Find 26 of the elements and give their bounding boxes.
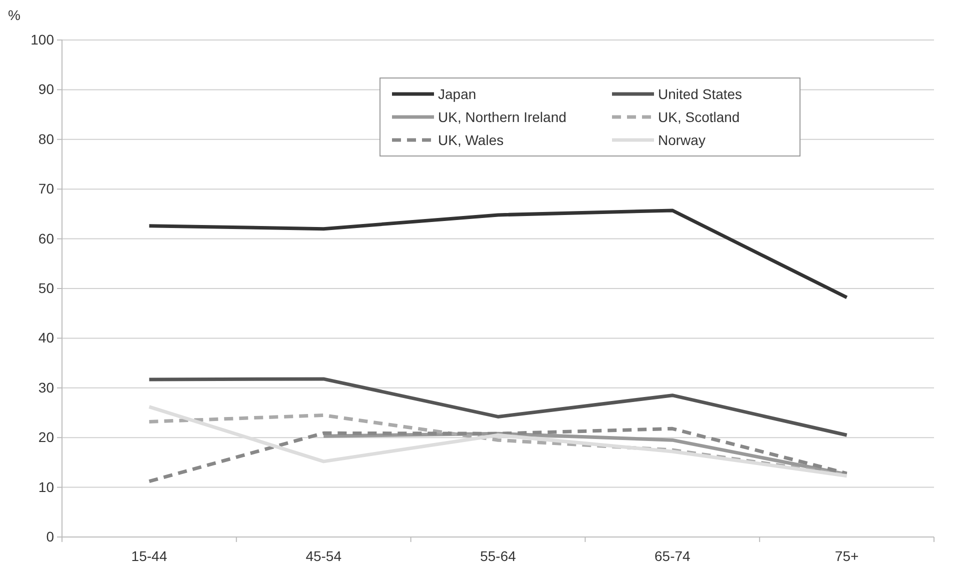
line-series [147, 208, 849, 300]
x-tick-label: 15-44 [131, 548, 168, 564]
y-axis-title: % [8, 7, 20, 23]
line-series [147, 426, 849, 484]
y-tick-label: 50 [38, 280, 54, 296]
y-tick-label: 0 [46, 528, 54, 544]
y-tick-label: 30 [38, 379, 54, 396]
x-tick-label: 75+ [834, 548, 859, 564]
legend-label: Norway [658, 132, 706, 148]
y-tick-label: 90 [38, 81, 54, 98]
legend-label: UK, Scotland [658, 109, 740, 125]
x-tick-label: 65-74 [654, 548, 691, 564]
y-tick-label: 20 [38, 429, 54, 446]
legend-label: UK, Northern Ireland [438, 109, 566, 125]
legend-label: United States [658, 86, 742, 102]
y-tick-label: 10 [38, 478, 54, 495]
x-tick-label: 45-54 [306, 548, 342, 564]
x-tick-label: 55-64 [480, 548, 516, 564]
y-tick-label: 80 [38, 130, 54, 147]
y-tick-label: 40 [38, 330, 54, 346]
legend-label: Japan [438, 86, 476, 102]
line-series [147, 377, 849, 437]
y-tick-label: 70 [38, 180, 54, 197]
legend-label: UK, Wales [438, 132, 504, 148]
y-tick-label: 100 [30, 31, 54, 48]
y-tick-label: 60 [38, 230, 54, 246]
